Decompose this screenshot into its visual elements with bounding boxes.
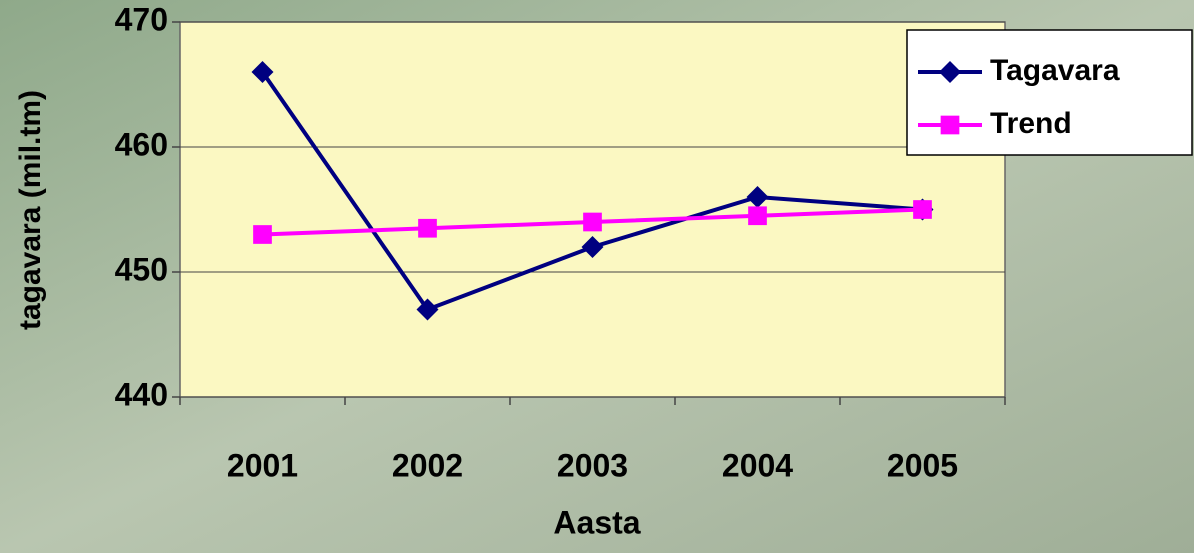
x-axis-title: Aasta [553, 504, 640, 540]
marker [583, 213, 602, 232]
y-tick-label: 470 [115, 1, 168, 37]
marker [748, 206, 767, 225]
legend-label: Tagavara [990, 54, 1120, 87]
legend-label: Trend [990, 107, 1072, 140]
y-tick-label: 440 [115, 376, 168, 412]
marker [253, 225, 272, 244]
marker [913, 200, 932, 219]
marker [941, 116, 960, 135]
y-tick-label: 460 [115, 126, 168, 162]
chart: Aasta tagavara (mil.tm) 440 450 460 470 2001… [0, 0, 1194, 553]
page: Aasta tagavara (mil.tm) 440 450 460 470 2001… [0, 0, 1194, 553]
y-axis-title: tagavara (mil.tm) [14, 90, 47, 330]
x-tick-label: 2003 [557, 447, 628, 483]
marker [418, 219, 437, 238]
x-tick-label: 2004 [722, 447, 793, 483]
y-tick-label: 450 [115, 251, 168, 287]
x-tick-label: 2002 [392, 447, 463, 483]
x-tick-label: 2001 [227, 447, 298, 483]
x-tick-label: 2005 [887, 447, 958, 483]
